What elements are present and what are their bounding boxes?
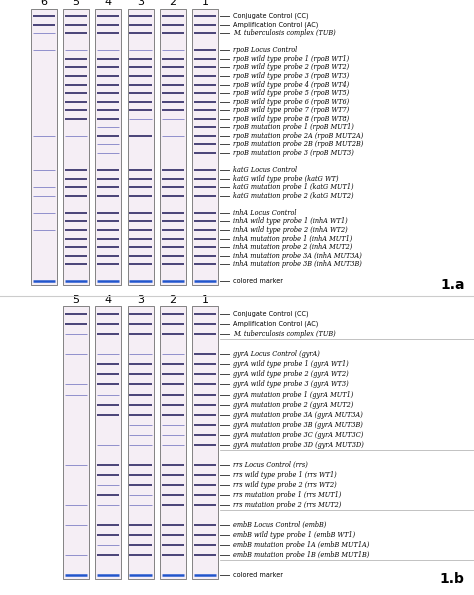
Bar (160, 306, 186, 580)
Text: 3: 3 (137, 0, 144, 7)
Text: rpoB mutation probe 1 (rpoB MUT1): rpoB mutation probe 1 (rpoB MUT1) (233, 123, 354, 131)
Text: 1: 1 (201, 295, 209, 305)
Text: rrs wild type probe 2 (rrs WT2): rrs wild type probe 2 (rrs WT2) (233, 481, 337, 489)
Bar (31, 9, 57, 285)
Text: gyrA mutation probe 3C (gyrA MUT3C): gyrA mutation probe 3C (gyrA MUT3C) (233, 431, 363, 439)
Bar (128, 9, 154, 285)
Text: rpoB wild type probe 5 (rpoB WT5): rpoB wild type probe 5 (rpoB WT5) (233, 89, 349, 97)
Text: inhA wild type probe 2 (inhA WT2): inhA wild type probe 2 (inhA WT2) (233, 226, 347, 234)
Text: rpoB wild type probe 3 (rpoB WT3): rpoB wild type probe 3 (rpoB WT3) (233, 72, 349, 80)
Text: rrs wild type probe 1 (rrs WT1): rrs wild type probe 1 (rrs WT1) (233, 471, 337, 479)
Text: 1.a: 1.a (440, 278, 465, 292)
Text: gyrA wild type probe 1 (gyrA WT1): gyrA wild type probe 1 (gyrA WT1) (233, 361, 348, 368)
Bar (63, 306, 89, 580)
Text: inhA mutation probe 3A (inhA MUT3A): inhA mutation probe 3A (inhA MUT3A) (233, 252, 362, 260)
Text: gyrA Locus Control (gyrA): gyrA Locus Control (gyrA) (233, 350, 319, 358)
Text: katG mutation probe 1 (katG MUT1): katG mutation probe 1 (katG MUT1) (233, 183, 353, 191)
Text: rpoB wild type probe 8 (rpoB WT8): rpoB wild type probe 8 (rpoB WT8) (233, 115, 349, 123)
Bar (95, 9, 121, 285)
Text: 4: 4 (105, 295, 112, 305)
Text: 2: 2 (169, 0, 176, 7)
Text: rrs Locus Control (rrs): rrs Locus Control (rrs) (233, 461, 308, 469)
Text: 4: 4 (105, 0, 112, 7)
Text: embB mutation probe 1A (embB MUT1A): embB mutation probe 1A (embB MUT1A) (233, 541, 369, 549)
Text: inhA wild type probe 1 (inhA WT1): inhA wild type probe 1 (inhA WT1) (233, 218, 347, 226)
Text: rpoB wild type probe 6 (rpoB WT6): rpoB wild type probe 6 (rpoB WT6) (233, 98, 349, 106)
Text: gyrA mutation probe 3D (gyrA MUT3D): gyrA mutation probe 3D (gyrA MUT3D) (233, 441, 364, 449)
Text: gyrA mutation probe 2 (gyrA MUT2): gyrA mutation probe 2 (gyrA MUT2) (233, 400, 353, 409)
Bar (63, 9, 89, 285)
Text: 3: 3 (137, 295, 144, 305)
Bar (192, 306, 218, 580)
Text: rpoB wild type probe 4 (rpoB WT4): rpoB wild type probe 4 (rpoB WT4) (233, 80, 349, 89)
Text: Amplification Control (AC): Amplification Control (AC) (233, 321, 318, 327)
Text: embB mutation probe 1B (embB MUT1B): embB mutation probe 1B (embB MUT1B) (233, 551, 369, 559)
Text: rpoB wild type probe 1 (rpoB WT1): rpoB wild type probe 1 (rpoB WT1) (233, 55, 349, 63)
Text: 2: 2 (169, 295, 176, 305)
Text: M. tuberculosis complex (TUB): M. tuberculosis complex (TUB) (233, 330, 336, 339)
Text: inhA mutation probe 3B (inhA MUT3B): inhA mutation probe 3B (inhA MUT3B) (233, 260, 362, 268)
Text: rpoB mutation probe 3 (rpoB MUT3): rpoB mutation probe 3 (rpoB MUT3) (233, 149, 354, 157)
Text: 6: 6 (40, 0, 47, 7)
Text: katG Locus Control: katG Locus Control (233, 166, 297, 174)
Text: gyrA wild type probe 2 (gyrA WT2): gyrA wild type probe 2 (gyrA WT2) (233, 371, 348, 378)
Text: Amplification Control (AC): Amplification Control (AC) (233, 21, 318, 28)
Text: Conjugate Control (CC): Conjugate Control (CC) (233, 311, 308, 318)
Text: Conjugate Control (CC): Conjugate Control (CC) (233, 13, 308, 19)
Text: gyrA mutation probe 3B (gyrA MUT3B): gyrA mutation probe 3B (gyrA MUT3B) (233, 421, 363, 428)
Text: embB Locus Control (embB): embB Locus Control (embB) (233, 521, 326, 529)
Text: gyrA mutation probe 3A (gyrA MUT3A): gyrA mutation probe 3A (gyrA MUT3A) (233, 411, 363, 419)
Text: katG mutation probe 2 (katG MUT2): katG mutation probe 2 (katG MUT2) (233, 192, 353, 200)
Bar (128, 306, 154, 580)
Text: katG wild type probe (katG WT): katG wild type probe (katG WT) (233, 175, 338, 183)
Text: rpoB wild type probe 7 (rpoB WT7): rpoB wild type probe 7 (rpoB WT7) (233, 107, 349, 114)
Bar (160, 9, 186, 285)
Text: 5: 5 (73, 295, 80, 305)
Text: rpoB mutation probe 2A (rpoB MUT2A): rpoB mutation probe 2A (rpoB MUT2A) (233, 132, 363, 140)
Text: inhA mutation probe 1 (inhA MUT1): inhA mutation probe 1 (inhA MUT1) (233, 234, 352, 243)
Text: colored marker: colored marker (233, 572, 283, 578)
Text: 5: 5 (73, 0, 80, 7)
Text: gyrA wild type probe 3 (gyrA WT3): gyrA wild type probe 3 (gyrA WT3) (233, 380, 348, 389)
Text: embB wild type probe 1 (embB WT1): embB wild type probe 1 (embB WT1) (233, 531, 355, 539)
Text: rrs mutation probe 1 (rrs MUT1): rrs mutation probe 1 (rrs MUT1) (233, 491, 341, 499)
Text: rpoB mutation probe 2B (rpoB MUT2B): rpoB mutation probe 2B (rpoB MUT2B) (233, 140, 363, 149)
Text: 1.b: 1.b (440, 572, 465, 586)
Text: colored marker: colored marker (233, 278, 283, 284)
Text: rpoB Locus Control: rpoB Locus Control (233, 46, 297, 54)
Text: gyrA mutation probe 1 (gyrA MUT1): gyrA mutation probe 1 (gyrA MUT1) (233, 390, 353, 399)
Bar (192, 9, 218, 285)
Text: inhA mutation probe 2 (inhA MUT2): inhA mutation probe 2 (inhA MUT2) (233, 243, 352, 251)
Bar (95, 306, 121, 580)
Text: 1: 1 (201, 0, 209, 7)
Text: M. tuberculosis complex (TUB): M. tuberculosis complex (TUB) (233, 29, 336, 37)
Text: rrs mutation probe 2 (rrs MUT2): rrs mutation probe 2 (rrs MUT2) (233, 501, 341, 509)
Text: inhA Locus Control: inhA Locus Control (233, 209, 296, 217)
Text: rpoB wild type probe 2 (rpoB WT2): rpoB wild type probe 2 (rpoB WT2) (233, 64, 349, 71)
